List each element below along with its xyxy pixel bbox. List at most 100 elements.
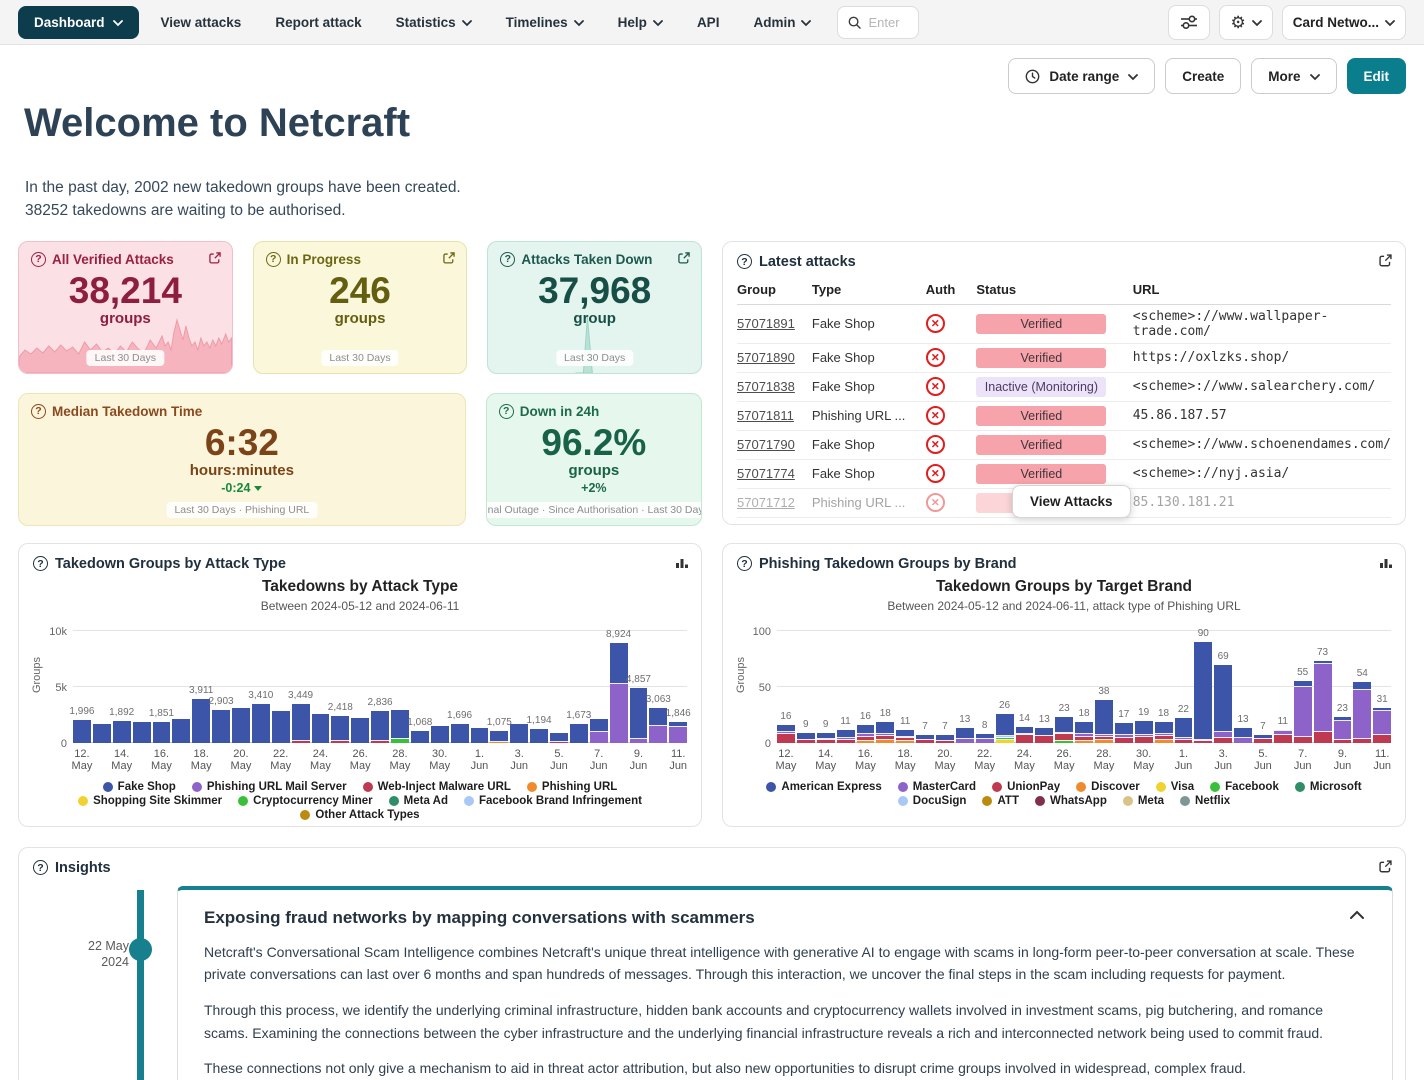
help-icon[interactable]: ? xyxy=(33,556,48,571)
table-row[interactable]: 57071774 Fake Shop ✕ Verified <scheme>://nyj… xyxy=(737,459,1391,489)
create-button[interactable]: Create xyxy=(1165,58,1242,94)
legend-item-amex[interactable]: American Express xyxy=(766,781,882,793)
bar[interactable]: 11 18. May xyxy=(895,617,916,775)
bar[interactable]: 8,924 xyxy=(606,617,631,775)
external-link-icon[interactable] xyxy=(677,251,691,265)
bar[interactable]: 3,911 18. May xyxy=(189,617,213,775)
bar[interactable]: 22 1. Jun xyxy=(1174,617,1193,775)
bar[interactable]: 38 28. May xyxy=(1094,617,1115,775)
help-icon[interactable]: ? xyxy=(498,403,514,419)
group-link[interactable]: 57071712 xyxy=(737,495,795,510)
external-link-icon[interactable] xyxy=(442,251,456,265)
collapse-button[interactable] xyxy=(1348,908,1366,921)
edit-button[interactable]: Edit xyxy=(1346,58,1406,94)
nav-item-timelines[interactable]: Timelines xyxy=(506,15,584,30)
external-link-icon[interactable] xyxy=(208,251,222,270)
bar[interactable]: 18 xyxy=(1075,617,1093,775)
more-button[interactable]: More xyxy=(1251,58,1337,94)
bar[interactable]: 2,903 xyxy=(209,617,234,775)
bar[interactable]: 9 14. May xyxy=(815,617,836,775)
legend-item-other[interactable]: Other Attack Types xyxy=(300,809,420,821)
bar[interactable]: 8 22. May xyxy=(974,617,995,775)
bar[interactable]: 4,857 9. Jun xyxy=(626,617,651,775)
legend-item-microsoft[interactable]: Microsoft xyxy=(1294,781,1362,793)
bar[interactable]: 73 xyxy=(1313,617,1332,775)
bar[interactable]: 26. May xyxy=(350,617,371,775)
legend-item-meta_ad[interactable]: Meta Ad xyxy=(388,795,448,807)
help-icon[interactable]: ? xyxy=(737,254,752,269)
help-icon[interactable]: ? xyxy=(33,860,48,875)
help-icon[interactable]: ? xyxy=(500,251,516,267)
bar[interactable]: 31 11. Jun xyxy=(1373,617,1392,775)
bar[interactable]: 90 xyxy=(1194,617,1213,775)
timeline-dot[interactable] xyxy=(129,937,152,961)
stat-card-in-progress[interactable]: ? In Progress 246 groups Last 30 Days xyxy=(252,240,468,374)
bar[interactable]: 11 xyxy=(836,617,855,775)
nav-item-admin[interactable]: Admin xyxy=(753,15,812,30)
legend-item-fb_brand[interactable]: Facebook Brand Infringement xyxy=(463,795,642,807)
legend-item-visa[interactable]: Visa xyxy=(1155,781,1194,793)
legend-item-netflix[interactable]: Netflix xyxy=(1180,795,1230,807)
stat-card-attacks-taken-down[interactable]: ? Attacks Taken Down 37,968 group Last 3… xyxy=(487,240,703,374)
legend-item-fake_shop[interactable]: Fake Shop xyxy=(102,781,176,793)
bar[interactable]: 23 26. May xyxy=(1054,617,1075,775)
bar[interactable]: 1,068 xyxy=(407,617,432,775)
legend-item-whatsapp[interactable]: WhatsApp xyxy=(1034,795,1107,807)
group-link[interactable]: 57071774 xyxy=(737,466,795,481)
bar[interactable]: 16 12. May xyxy=(776,617,797,775)
bar[interactable]: 1,673 xyxy=(566,617,591,775)
bar[interactable]: 19 30. May xyxy=(1133,617,1154,775)
bar[interactable]: 2,836 xyxy=(368,617,393,775)
bar[interactable]: 3. Jun xyxy=(510,617,529,775)
bar[interactable]: 11 xyxy=(1273,617,1292,775)
help-icon[interactable]: ? xyxy=(265,251,281,267)
bar[interactable]: 22. May xyxy=(270,617,291,775)
table-row[interactable]: 57071790 Fake Shop ✕ Verified <scheme>://www… xyxy=(737,430,1391,460)
legend-item-meta[interactable]: Meta xyxy=(1122,795,1164,807)
settings-button[interactable]: ⚙ xyxy=(1219,4,1273,40)
legend-item-crypto[interactable]: Cryptocurrency Miner xyxy=(238,795,373,807)
bar[interactable]: 20. May xyxy=(231,617,251,775)
bar[interactable]: 1,075 xyxy=(487,617,512,775)
bar[interactable]: 1,892 14. May xyxy=(109,617,134,775)
filters-button[interactable] xyxy=(1168,4,1211,40)
chart-menu-icon[interactable] xyxy=(675,555,689,569)
stat-card-down-in-24h[interactable]: ? Down in 24h 96.2% groups +2% Final Out… xyxy=(485,392,702,526)
account-menu-button[interactable]: Card Netwo... xyxy=(1281,4,1406,40)
bar[interactable]: 28. May xyxy=(390,617,410,775)
bar[interactable] xyxy=(132,617,151,775)
bar[interactable]: 3,449 xyxy=(288,617,313,775)
bar[interactable]: 55 7. Jun xyxy=(1293,617,1312,775)
bar[interactable]: 7 5. Jun xyxy=(1254,617,1272,775)
table-row[interactable]: 57071838 Fake Shop ✕ Inactive (Monitoring) <… xyxy=(737,372,1391,402)
bar[interactable]: 2,418 xyxy=(328,617,353,775)
bar[interactable]: 18 xyxy=(876,617,895,775)
bar[interactable]: 54 xyxy=(1353,617,1372,775)
nav-search[interactable] xyxy=(837,5,920,39)
bar[interactable]: 17 xyxy=(1114,617,1133,775)
group-link[interactable]: 57071891 xyxy=(737,316,795,331)
bar[interactable]: 7 20. May xyxy=(935,617,956,775)
bar[interactable]: 14 24. May xyxy=(1014,617,1035,775)
legend-item-docusign[interactable]: DocuSign xyxy=(897,795,966,807)
stat-delta[interactable]: -0:24 xyxy=(221,481,263,495)
legend-item-skimmer[interactable]: Shopping Site Skimmer xyxy=(78,795,222,807)
bar[interactable]: 1,851 16. May xyxy=(149,617,174,775)
table-row[interactable]: 57071811 Phishing URL ... ✕ Verified 45.86.1… xyxy=(737,401,1391,431)
bar[interactable] xyxy=(172,617,191,775)
nav-item-statistics[interactable]: Statistics xyxy=(396,15,472,30)
legend-item-web_inject[interactable]: Web-Inject Malware URL xyxy=(362,781,511,793)
bar[interactable]: 69 3. Jun xyxy=(1214,617,1233,775)
legend-item-mastercard[interactable]: MasterCard xyxy=(897,781,976,793)
help-icon[interactable]: ? xyxy=(737,556,752,571)
stat-card-median-takedown-time[interactable]: ? Median Takedown Time 6:32 hours:minute… xyxy=(18,392,466,526)
bar[interactable]: 30. May xyxy=(429,617,450,775)
date-range-button[interactable]: Date range xyxy=(1008,58,1156,94)
bar[interactable]: 9 xyxy=(796,617,815,775)
external-link-icon[interactable] xyxy=(1378,253,1393,268)
nav-item-report-attack[interactable]: Report attack xyxy=(275,15,361,30)
bar[interactable]: 24. May xyxy=(310,617,331,775)
external-link-icon[interactable] xyxy=(1378,859,1393,874)
table-row[interactable]: 57071890 Fake Shop ✕ Verified https://oxlzks… xyxy=(737,343,1391,373)
stat-card-all-verified-attacks[interactable]: ? All Verified Attacks 38,214 groups Las… xyxy=(18,240,233,374)
